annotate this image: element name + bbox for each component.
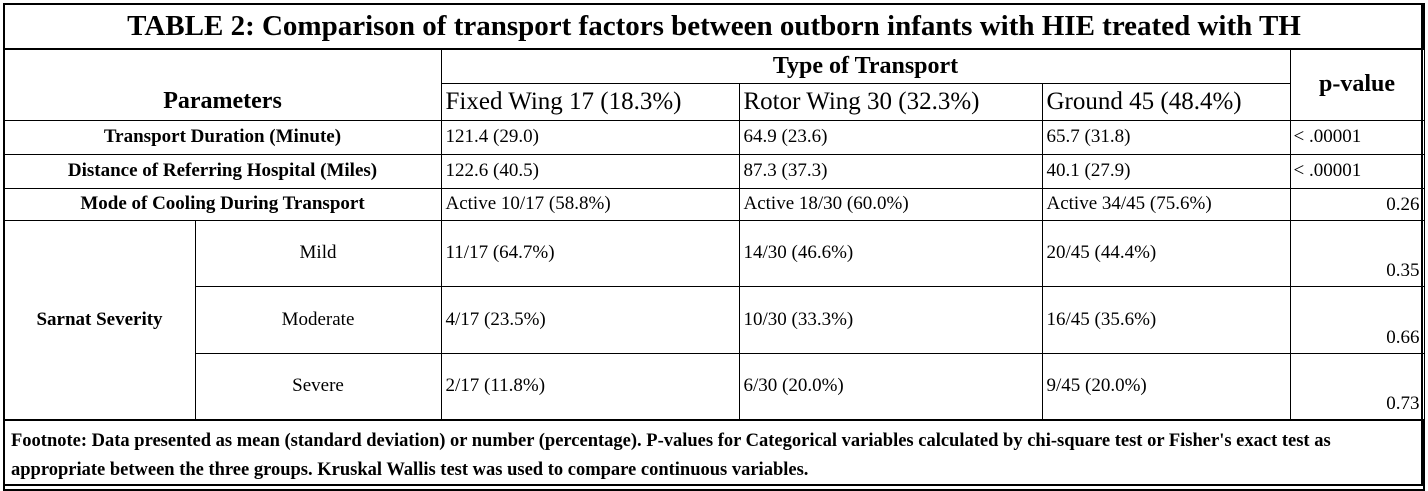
row-label: Distance of Referring Hospital (Miles) [3, 153, 442, 189]
row-label: Mode of Cooling During Transport [3, 187, 442, 221]
cell-rotor-wing: 10/30 (33.3%) [738, 285, 1043, 354]
p-value-header: p-value [1289, 48, 1425, 121]
cell-ground: 65.7 (31.8) [1041, 119, 1291, 155]
type-of-transport-header: Type of Transport [440, 48, 1291, 84]
title-row: TABLE 2: Comparison of transport factors… [2, 3, 1426, 50]
cell-ground: Active 34/45 (75.6%) [1041, 187, 1291, 221]
cell-ground: 40.1 (27.9) [1041, 153, 1291, 189]
cell-fixed-wing: 4/17 (23.5%) [440, 285, 740, 354]
cell-ground: 9/45 (20.0%) [1041, 352, 1291, 421]
footnote-row: Footnote: Data presented as mean (standa… [2, 419, 1426, 491]
cell-p-value: 0.73 [1289, 352, 1425, 421]
cell-p-value: < .00001 [1289, 119, 1425, 155]
header-row-2: Parameters Fixed Wing 17 (18.3%) Rotor W… [3, 82, 1424, 121]
cell-rotor-wing: 64.9 (23.6) [738, 119, 1043, 155]
table-row-mode-of-cooling: Mode of Cooling During Transport Active … [3, 187, 1425, 221]
cell-p-value: 0.66 [1289, 285, 1425, 354]
cell-p-value: 0.35 [1289, 219, 1425, 287]
group-header-fixed-wing: Fixed Wing 17 (18.3%) [440, 82, 740, 121]
comparison-table: TABLE 2: Comparison of transport factors… [2, 3, 1426, 491]
cell-rotor-wing: 14/30 (46.6%) [738, 219, 1043, 287]
header-row-1: Type of Transport p-value [3, 48, 1425, 121]
cell-rotor-wing: 6/30 (20.0%) [738, 352, 1043, 421]
sarnat-severity-label: Sarnat Severity [3, 219, 196, 421]
cell-p-value: < .00001 [1289, 153, 1425, 189]
cell-rotor-wing: 87.3 (37.3) [738, 153, 1043, 189]
group-header-ground: Ground 45 (48.4%) [1041, 82, 1291, 121]
cell-rotor-wing: Active 18/30 (60.0%) [738, 187, 1043, 221]
severity-level-label: Moderate [194, 285, 442, 354]
group-header-rotor-wing: Rotor Wing 30 (32.3%) [738, 82, 1043, 121]
table-row-transport-duration: Transport Duration (Minute) 121.4 (29.0)… [3, 119, 1425, 155]
table-title: TABLE 2: Comparison of transport factors… [2, 3, 1426, 50]
cell-fixed-wing: 2/17 (11.8%) [440, 352, 740, 421]
severity-level-label: Severe [194, 352, 442, 421]
table-row-distance: Distance of Referring Hospital (Miles) 1… [3, 153, 1425, 189]
cell-fixed-wing: 122.6 (40.5) [440, 153, 740, 189]
table-row-sarnat-severe: Severe 2/17 (11.8%) 6/30 (20.0%) 9/45 (2… [4, 352, 1425, 421]
cell-fixed-wing: 11/17 (64.7%) [440, 219, 740, 287]
severity-level-label: Mild [194, 219, 442, 287]
cell-ground: 20/45 (44.4%) [1041, 219, 1291, 287]
cell-ground: 16/45 (35.6%) [1041, 285, 1291, 354]
cell-p-value: 0.26 [1289, 187, 1425, 221]
cell-fixed-wing: Active 10/17 (58.8%) [440, 187, 740, 221]
table-row-sarnat-moderate: Moderate 4/17 (23.5%) 10/30 (33.3%) 16/4… [4, 285, 1425, 354]
table-row-sarnat-mild: Sarnat Severity Mild 11/17 (64.7%) 14/30… [3, 219, 1425, 421]
parameters-header: Parameters [3, 83, 442, 121]
footnote: Footnote: Data presented as mean (standa… [2, 419, 1426, 491]
row-label: Transport Duration (Minute) [3, 119, 442, 155]
header-empty-cell [3, 48, 442, 83]
cell-fixed-wing: 121.4 (29.0) [440, 119, 740, 155]
